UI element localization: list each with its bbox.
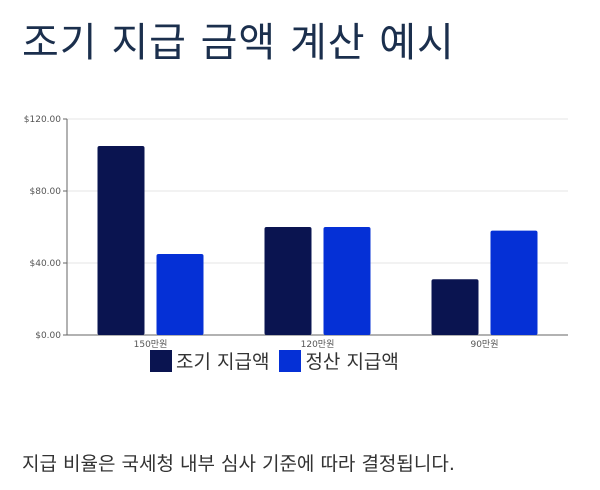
y-tick-label: $0.00 [35,331,61,341]
footnote: 지급 비율은 국세청 내부 심사 기준에 따라 결정됩니다. [22,453,455,475]
x-tick-label: 90만원 [470,339,498,350]
bar-settlement [490,230,538,335]
x-tick-label: 120만원 [301,339,335,350]
legend-label-settlement: 정산 지급액 [305,351,399,373]
bar-settlement [323,227,371,335]
page-title: 조기 지급 금액 계산 예시 [22,20,455,66]
bar-settlement [156,254,204,335]
legend-swatch-settlement [279,349,302,372]
bar-early [97,146,145,335]
bar-early [264,227,312,335]
x-tick-label: 150만원 [134,339,168,350]
legend-label-early: 조기 지급액 [176,351,270,373]
bar-early [431,279,479,335]
legend-item-settlement: 정산 지급액 [279,347,399,374]
y-tick-label: $80.00 [30,187,62,197]
bar-chart: $0.00 $40.00 $80.00 $120.00 150만원 120만원 90만원 [24,115,568,350]
legend-item-early: 조기 지급액 [150,347,269,374]
y-tick-label: $120.00 [24,115,61,125]
y-tick-label: $40.00 [30,259,62,269]
legend-swatch-early [150,349,172,372]
chart-legend: 조기 지급액 정산 지급액 [150,347,399,374]
